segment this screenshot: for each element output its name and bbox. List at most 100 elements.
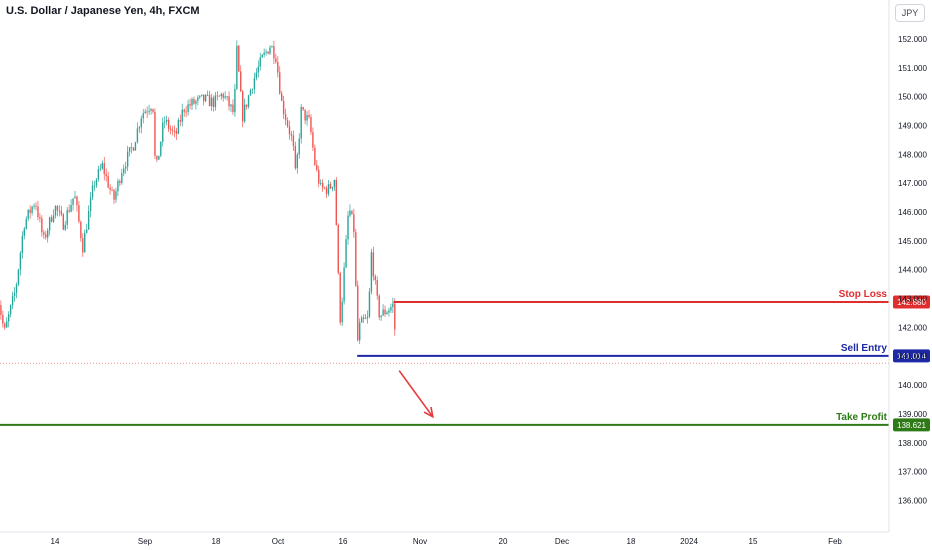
level-price-label: 138.621: [897, 421, 926, 430]
candle-body: [6, 321, 8, 328]
candle-body: [99, 168, 102, 170]
x-tick-label: 18: [212, 537, 221, 546]
candle-body: [89, 197, 92, 212]
candle-body: [165, 119, 168, 122]
candle-body: [323, 187, 326, 189]
candle-body: [8, 314, 10, 322]
candle-body: [162, 122, 164, 142]
candle-body: [224, 96, 226, 98]
candle-body: [308, 115, 310, 118]
candle-body: [29, 209, 31, 213]
candle-body: [35, 205, 37, 207]
candle-body: [101, 163, 103, 169]
candle-body: [125, 166, 127, 169]
arrow-head: [423, 406, 434, 419]
candle-body: [216, 95, 219, 97]
y-tick-label: 143.000: [898, 295, 927, 304]
candle-body: [62, 214, 64, 230]
candle-body: [25, 218, 27, 229]
candle-body: [105, 174, 107, 176]
y-tick-label: 147.000: [898, 179, 927, 188]
x-tick-label: Oct: [272, 537, 285, 546]
level-name: Take Profit: [836, 412, 888, 423]
candle-body: [91, 185, 94, 198]
candle-body: [175, 130, 178, 134]
candle-body: [169, 128, 172, 130]
candle-body: [372, 252, 375, 277]
x-tick-label: 14: [51, 537, 60, 546]
candle-body: [9, 305, 12, 315]
candle-body: [78, 205, 80, 222]
y-tick-label: 148.000: [898, 150, 927, 159]
x-tick-label: 20: [499, 537, 508, 546]
candle-body: [232, 104, 234, 113]
candle-body: [66, 210, 68, 225]
candle-body: [70, 204, 72, 212]
candle-body: [337, 225, 339, 273]
candle-body: [39, 217, 41, 219]
candle-body: [134, 142, 137, 151]
candle-body: [13, 292, 16, 297]
candle-body: [362, 317, 365, 319]
candle-body: [132, 147, 135, 151]
candle-body: [21, 235, 24, 253]
candle-body: [220, 93, 222, 97]
currency-button[interactable]: JPY: [895, 4, 925, 22]
candle-body: [382, 309, 384, 316]
candle-body: [234, 88, 236, 113]
candle-body: [210, 97, 213, 107]
candle-body: [33, 205, 35, 207]
candle-body: [339, 272, 341, 323]
candle-body: [279, 72, 281, 94]
candle-body: [347, 215, 349, 240]
candle-body: [72, 198, 74, 205]
candle-body: [271, 46, 273, 48]
candle-body: [23, 228, 25, 236]
level-price-badge: [893, 418, 930, 432]
time-axis[interactable]: 14 Sep 18 Oct 16 Nov 20 Dec 18 2024 15 Feb: [51, 537, 843, 546]
candle-body: [249, 90, 252, 96]
candle-body: [222, 93, 224, 98]
candle-body: [228, 96, 230, 107]
candle-body: [286, 120, 289, 127]
candle-body: [195, 100, 197, 104]
candle-body: [230, 104, 232, 107]
candle-body: [277, 61, 279, 73]
candle-body: [236, 45, 238, 89]
price-axis[interactable]: 136.000 137.000 138.000 139.000 140.000 141.0…: [898, 35, 927, 505]
candle-body: [197, 97, 199, 101]
candle-body: [242, 91, 244, 122]
candle-body: [253, 77, 256, 90]
candle-body: [140, 118, 142, 128]
y-tick-label: 151.000: [898, 64, 927, 73]
candle-body: [201, 94, 203, 96]
candle-body: [374, 276, 376, 281]
candle-body: [48, 217, 51, 231]
candle-body: [41, 218, 43, 233]
candle-body: [64, 224, 66, 230]
candle-body: [107, 175, 109, 188]
candle-body: [138, 127, 141, 129]
candle-body: [11, 296, 14, 306]
candle-body: [355, 232, 357, 286]
candle-body: [189, 104, 191, 106]
candle-body: [212, 97, 215, 108]
candle-body: [185, 111, 187, 113]
x-tick-label: 18: [627, 537, 636, 546]
level-price-label: 142.880: [897, 298, 926, 307]
candle-body: [56, 205, 59, 211]
candle-body: [171, 129, 174, 131]
candle-body: [380, 315, 382, 318]
candle-body: [199, 95, 201, 98]
candle-body: [325, 188, 328, 194]
candle-body: [304, 109, 306, 121]
candle-body: [93, 185, 96, 187]
candle-body: [146, 111, 148, 113]
candle-body: [269, 47, 271, 54]
candle-body: [314, 147, 316, 165]
candle-body: [144, 111, 146, 114]
candle-body: [109, 187, 111, 190]
candle-body: [115, 191, 117, 200]
candle-body: [294, 146, 297, 169]
